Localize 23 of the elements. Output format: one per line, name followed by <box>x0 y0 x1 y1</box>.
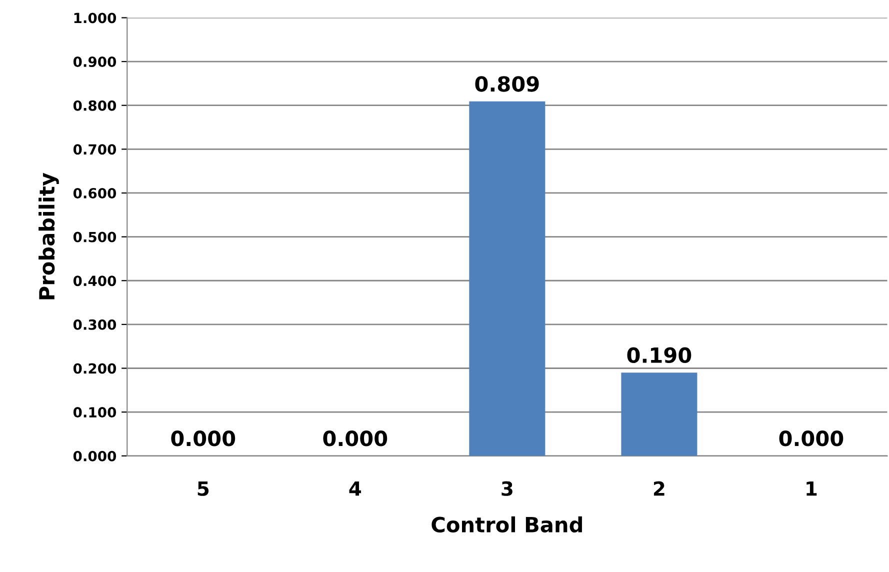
data-label: 0.000 <box>323 430 388 446</box>
x-tick-label: 5 <box>198 481 209 496</box>
data-label: 0.190 <box>627 347 692 364</box>
y-tick-label: 0.700 <box>73 144 116 155</box>
x-tick-label: 2 <box>654 481 664 496</box>
y-axis-title: Probability <box>38 172 59 300</box>
x-tick-label: 1 <box>806 481 817 496</box>
x-tick-label: 3 <box>502 481 512 496</box>
y-tick-label: 0.500 <box>73 232 116 242</box>
x-tick-label: 4 <box>349 481 362 496</box>
y-tick-label: 0.600 <box>73 188 116 198</box>
data-label: 0.000 <box>779 430 844 446</box>
y-tick-label: 0.200 <box>73 363 116 374</box>
y-tick-label: 0.100 <box>73 407 116 418</box>
y-tick-label: 0.000 <box>73 450 116 462</box>
data-label: 0.809 <box>475 76 539 92</box>
y-tick-label: 0.900 <box>73 56 116 68</box>
y-tick-label: 0.800 <box>73 100 116 111</box>
data-label: 0.000 <box>171 430 236 446</box>
x-axis-title: Control Band <box>432 516 582 532</box>
y-tick-label: 0.300 <box>73 319 116 330</box>
y-tick-label: 1.000 <box>74 12 116 24</box>
y-tick-label: 0.400 <box>73 276 116 286</box>
